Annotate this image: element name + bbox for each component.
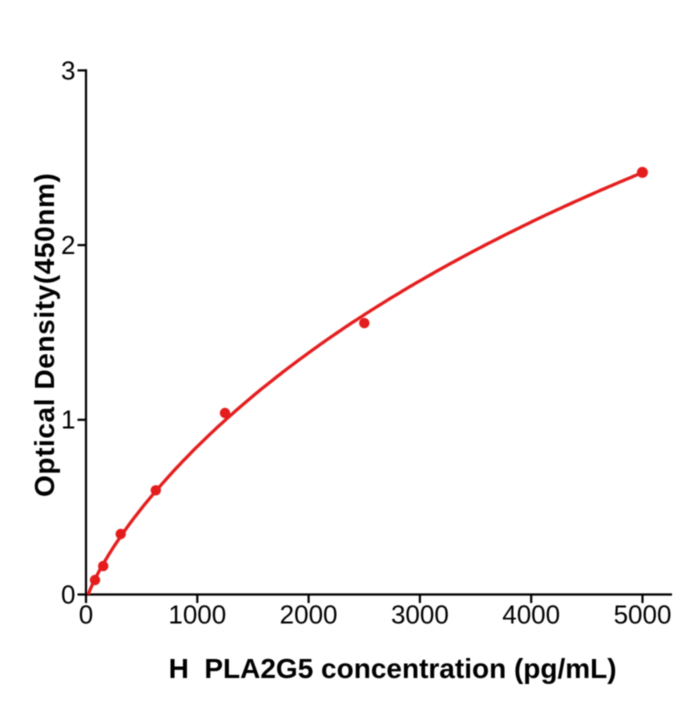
svg-text:1: 1: [61, 405, 75, 435]
svg-text:3000: 3000: [391, 600, 449, 630]
svg-text:0: 0: [79, 600, 93, 630]
svg-text:H PLA2G5 concentration (pg/mL: H PLA2G5 concentration (pg/mL): [169, 653, 617, 684]
svg-text:Optical Density(450nm): Optical Density(450nm): [29, 173, 60, 497]
svg-text:5000: 5000: [614, 600, 672, 630]
svg-text:2: 2: [61, 230, 75, 260]
svg-text:2000: 2000: [280, 600, 338, 630]
svg-text:3: 3: [61, 55, 75, 85]
svg-text:4000: 4000: [502, 600, 560, 630]
svg-text:1000: 1000: [168, 600, 226, 630]
svg-text:0: 0: [61, 579, 75, 609]
